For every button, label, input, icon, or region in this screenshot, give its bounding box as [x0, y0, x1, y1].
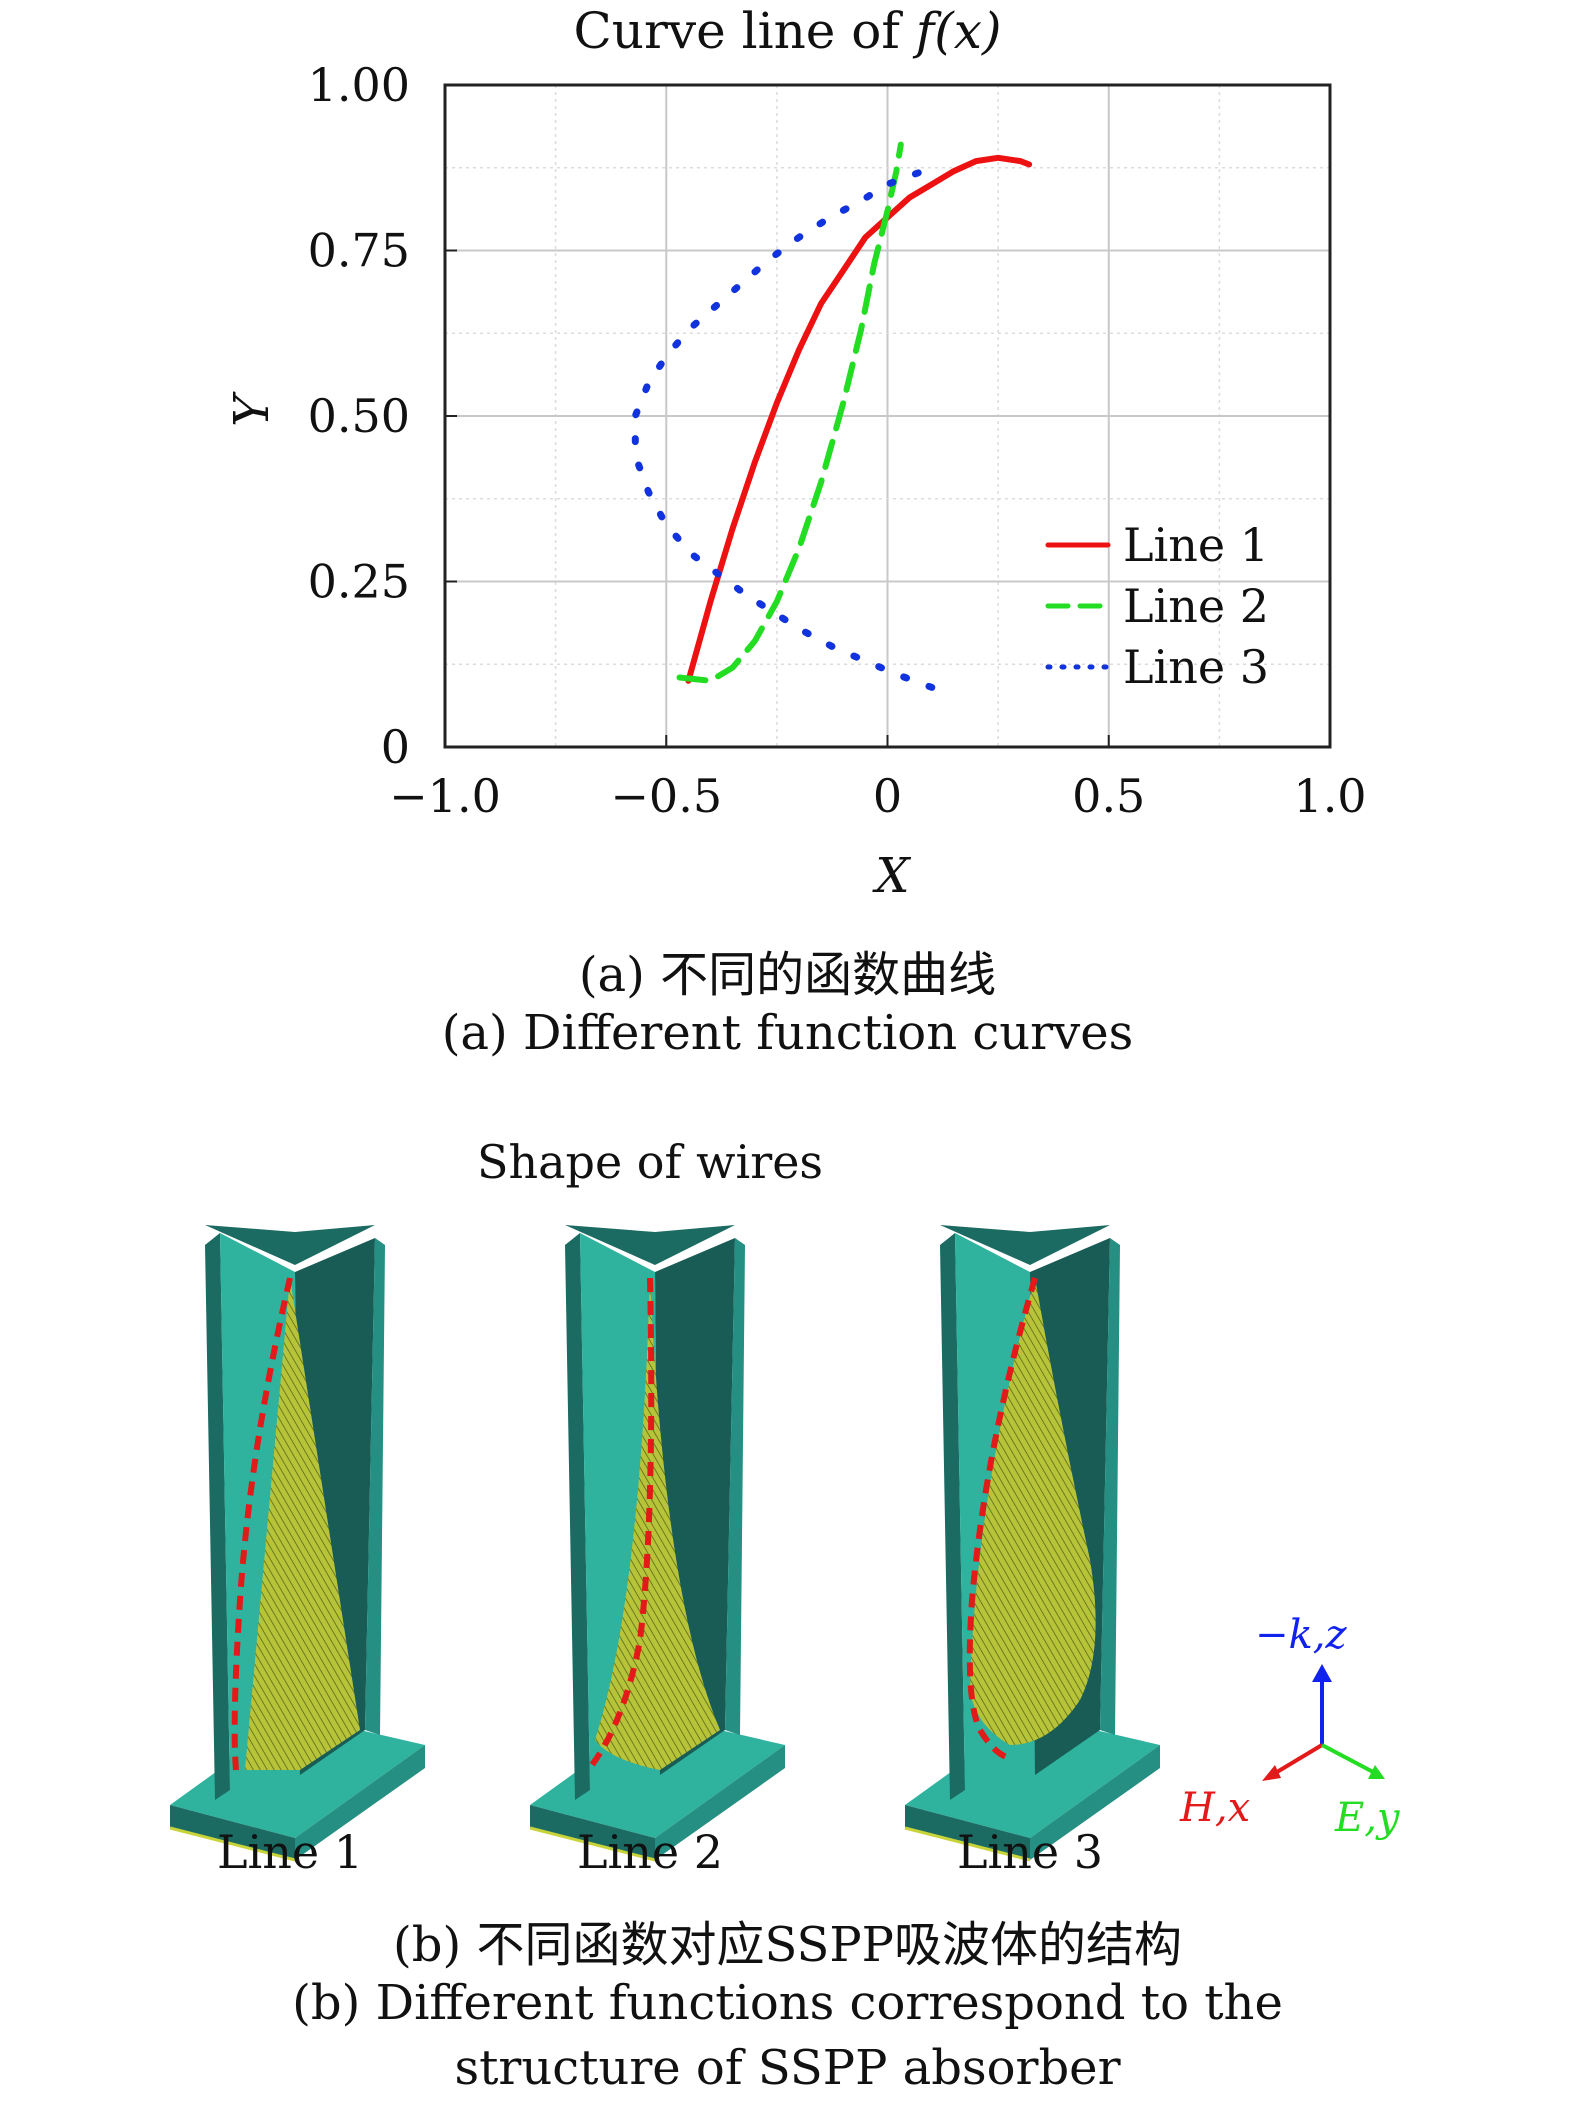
x-tick-label: 1.0: [1293, 769, 1366, 823]
plot-frame: [443, 83, 1332, 749]
chart-grid: [444, 84, 1331, 748]
chart-series: [631, 141, 1033, 691]
caption-a-cn: (a) 不同的函数曲线: [578, 947, 997, 1003]
x-tick-label: −1.0: [389, 769, 501, 823]
model-label-line3: Line 3: [957, 1825, 1103, 1879]
axis-label-x: H,x: [1180, 1785, 1251, 1831]
sspp-model-line2: [529, 1225, 785, 1862]
chart-legend: Line 1 Line 2 Line 3: [1045, 518, 1269, 694]
model-label-line1: Line 1: [217, 1825, 363, 1879]
caption-b-cn: (b) 不同函数对应SSPP吸波体的结构: [393, 1917, 1182, 1973]
series-line-1: [685, 154, 1033, 684]
x-tick-label: 0.5: [1072, 769, 1145, 823]
y-tick-label: 0.75: [308, 224, 410, 278]
x-tick-label: −0.5: [610, 769, 722, 823]
caption-b-en-line2: structure of SSPP absorber: [454, 2040, 1121, 2096]
legend-label-1: Line 1: [1123, 518, 1269, 572]
y-tick-label: 0.25: [308, 555, 410, 609]
x-axis-label: X: [871, 848, 911, 904]
sspp-model-line3: [904, 1225, 1160, 1862]
sspp-model-line1: [169, 1225, 425, 1862]
series-line-2: [676, 141, 904, 684]
caption-a-en: (a) Different function curves: [441, 1005, 1134, 1061]
series-line-3: [631, 167, 936, 691]
caption-b-en-line1: (b) Different functions correspond to th…: [292, 1975, 1283, 2031]
model-label-line2: Line 2: [577, 1825, 723, 1879]
y-tick-label: 1.00: [308, 58, 410, 112]
y-tick-label: 0: [381, 720, 410, 774]
x-tick-label: 0: [873, 769, 902, 823]
legend-label-2: Line 2: [1123, 579, 1269, 633]
chart-title-math: f(x): [915, 2, 1002, 60]
axis-label-z: −k,z: [1255, 1612, 1347, 1658]
legend-label-3: Line 3: [1123, 640, 1269, 694]
y-tick-label: 0.50: [308, 389, 410, 443]
chart-title-prefix: Curve line of: [573, 2, 916, 60]
axis-label-y: E,y: [1335, 1795, 1400, 1841]
figure-b-title: Shape of wires: [476, 1135, 824, 1189]
chart-title: Curve line of f(x): [0, 2, 1575, 62]
y-axis-label: Y: [224, 391, 280, 427]
coordinate-axes-icon: [1262, 1664, 1385, 1781]
